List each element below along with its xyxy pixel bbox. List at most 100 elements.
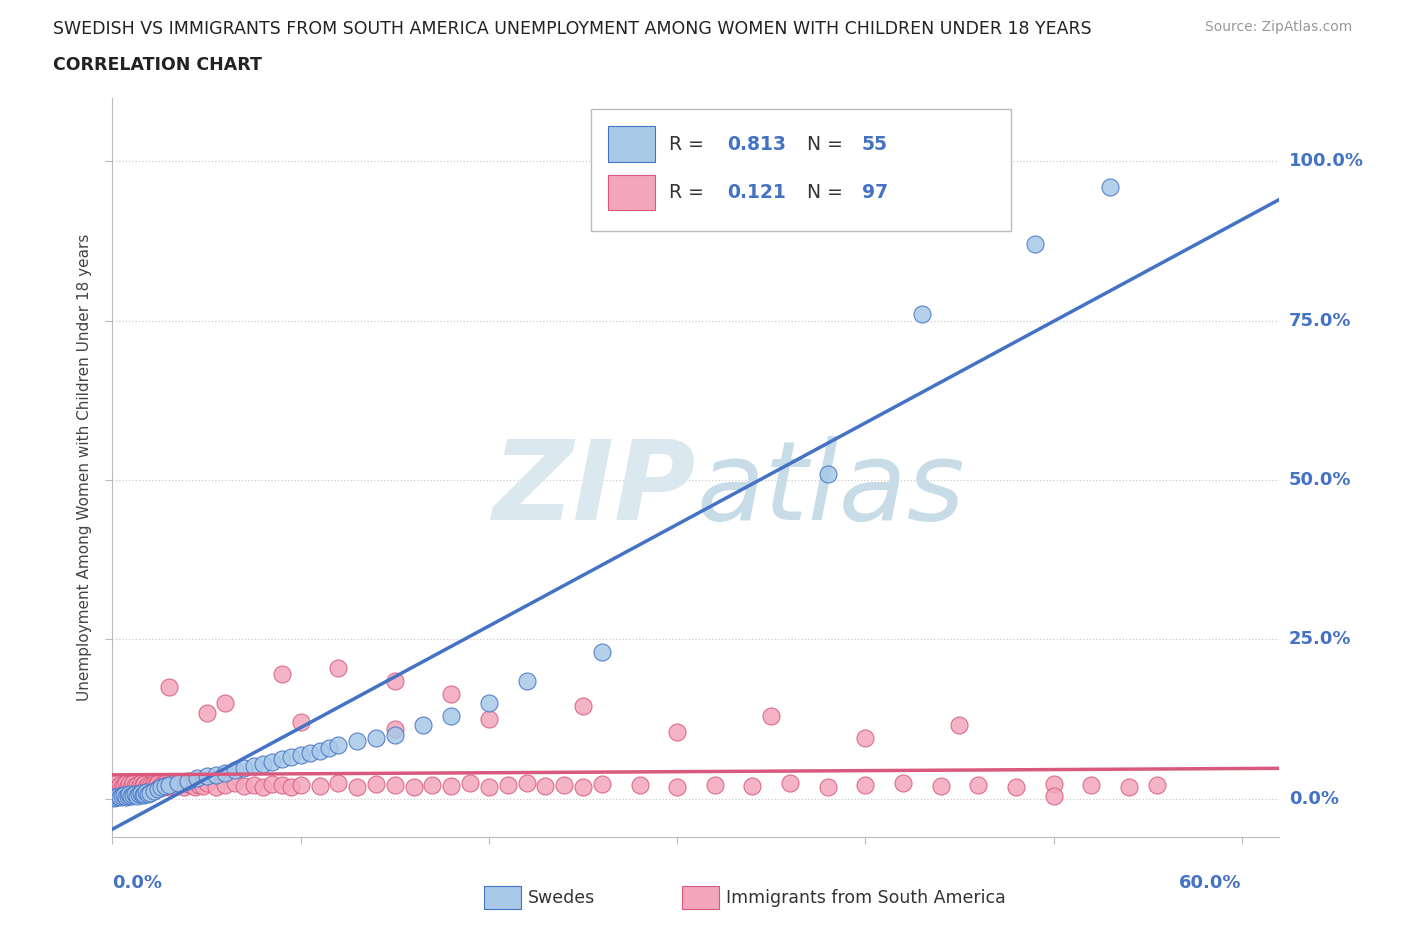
FancyBboxPatch shape [609, 175, 655, 210]
Point [591, 644, 613, 659]
Text: CORRELATION CHART: CORRELATION CHART [53, 56, 263, 73]
Point [129, 776, 152, 790]
Point [478, 696, 501, 711]
Point [440, 709, 463, 724]
Point [117, 778, 139, 793]
Text: R =: R = [669, 183, 710, 202]
FancyBboxPatch shape [609, 126, 655, 162]
Point [111, 789, 134, 804]
Point [166, 778, 188, 793]
Point [134, 777, 156, 791]
Point [308, 743, 330, 758]
Point [242, 777, 264, 792]
Point [177, 774, 200, 789]
Point [146, 776, 169, 790]
Point [384, 721, 406, 736]
Point [142, 777, 165, 791]
Point [139, 778, 162, 793]
Point [214, 765, 236, 780]
Point [134, 786, 156, 801]
Point [318, 740, 340, 755]
Point [157, 777, 180, 792]
Point [124, 778, 146, 793]
Point [205, 779, 228, 794]
Point [270, 777, 292, 792]
Point [180, 777, 202, 792]
Point [328, 660, 350, 675]
Text: 60.0%: 60.0% [1180, 874, 1241, 892]
Point [458, 776, 481, 790]
Point [117, 788, 139, 803]
Text: ZIP: ZIP [492, 436, 696, 543]
Point [516, 776, 538, 790]
Point [308, 778, 330, 793]
Point [111, 779, 134, 794]
Point [666, 724, 689, 739]
Point [911, 307, 934, 322]
Point [328, 776, 350, 790]
Point [402, 780, 425, 795]
Point [150, 780, 173, 795]
Point [141, 779, 163, 794]
Point [153, 776, 176, 790]
Text: 25.0%: 25.0% [1289, 631, 1351, 648]
Point [125, 788, 148, 803]
Text: 75.0%: 75.0% [1289, 312, 1351, 330]
Point [817, 466, 839, 481]
Point [534, 778, 557, 793]
Point [103, 778, 125, 793]
Point [1146, 777, 1168, 792]
Point [270, 751, 292, 766]
FancyBboxPatch shape [682, 885, 720, 910]
Point [516, 673, 538, 688]
Text: 0.0%: 0.0% [1289, 790, 1339, 808]
Point [142, 784, 165, 799]
Text: 0.0%: 0.0% [112, 874, 163, 892]
Point [891, 776, 914, 790]
Point [120, 780, 142, 795]
Point [128, 787, 150, 802]
Point [628, 777, 651, 792]
Point [177, 777, 200, 791]
Point [440, 778, 463, 793]
Point [125, 777, 148, 792]
Text: 100.0%: 100.0% [1289, 153, 1364, 170]
Point [135, 780, 157, 795]
Point [440, 686, 463, 701]
Point [195, 769, 218, 784]
Point [122, 788, 145, 803]
Point [233, 761, 256, 776]
Point [105, 790, 128, 804]
Point [188, 777, 211, 792]
Point [214, 696, 236, 711]
Point [262, 777, 284, 791]
Point [242, 758, 264, 773]
Point [162, 777, 184, 792]
Point [572, 779, 595, 794]
Point [929, 778, 952, 793]
Point [422, 777, 444, 792]
Point [205, 767, 228, 782]
FancyBboxPatch shape [591, 109, 1011, 231]
Text: Source: ZipAtlas.com: Source: ZipAtlas.com [1205, 20, 1353, 34]
Point [233, 778, 256, 793]
Point [112, 777, 135, 792]
Point [157, 680, 180, 695]
Point [364, 777, 387, 791]
Point [118, 777, 141, 791]
Point [103, 790, 125, 805]
Point [108, 777, 131, 792]
Text: 50.0%: 50.0% [1289, 472, 1351, 489]
Point [496, 777, 519, 792]
Point [252, 779, 274, 794]
Point [412, 718, 434, 733]
Point [346, 734, 368, 749]
Point [184, 780, 207, 795]
Point [105, 776, 128, 790]
Point [741, 778, 763, 793]
Text: 55: 55 [862, 135, 887, 153]
Point [214, 777, 236, 792]
Point [224, 763, 246, 777]
Text: N =: N = [807, 135, 849, 153]
Point [157, 780, 180, 795]
